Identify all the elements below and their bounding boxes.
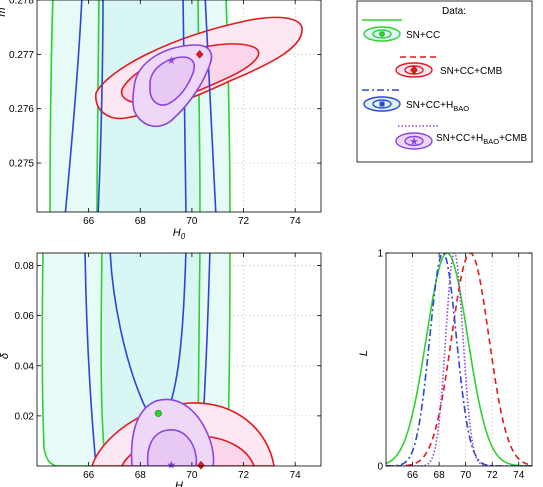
panel-h-delta-ticks: 66 68 70 72 74 0.02 0.04 0.06 0.08 (15, 253, 321, 481)
legend-sn-cc-label: SN+CC (406, 30, 440, 41)
panel-h-delta-xlabel: H (175, 480, 183, 487)
sn-cc-hbao-outer-left-contour (64, 0, 83, 212)
panel-likelihood-ytick-label-0: 0 (377, 462, 383, 473)
panel-h0-m-bestfit-star-1: ★ (166, 54, 176, 67)
panel-likelihood-ticks: 66 68 70 72 74 0 1 (377, 249, 532, 481)
legend-sn-cc-hbao-square-marker (379, 101, 385, 107)
panel-h-delta-ytick-label-2: 0.06 (15, 311, 35, 322)
panel-h-delta-ytick-label-3: 0.08 (15, 261, 35, 272)
sn-cc-outer-right-contour (225, 0, 231, 212)
panel-h-delta-ytick-label-1: 0.04 (15, 361, 35, 372)
panel-h0-m-ticks: 66 68 70 72 74 0.275 0.276 0.277 0.278 (9, 0, 321, 227)
panel-h0-m-xtick-label-1: 68 (135, 216, 147, 227)
panel-h-delta-markers: ★ (154, 409, 205, 472)
sn-cc-hbao-cmb-inner-contour (146, 429, 198, 466)
legend-title: Data: (442, 6, 466, 17)
panel-h0-m-ytick-label-3: 0.278 (9, 0, 34, 7)
panel-h-delta-xtick-label-3: 72 (238, 470, 250, 481)
panel-h0-m-xtick-label-3: 72 (238, 216, 250, 227)
panel-h0-m-frame (36, 0, 322, 213)
panel-h-delta-ylabel: δ (0, 352, 11, 359)
legend-sn-cc-cmb-diamond-marker (410, 65, 418, 75)
panel-likelihood-xtick-label-0: 66 (407, 470, 419, 481)
panel-h0-m-ytick-label-2: 0.277 (9, 50, 34, 61)
panel-h-delta: ★ 66 68 70 72 74 0.02 0.04 0.06 0.08 H δ (0, 252, 322, 487)
legend-sn-cc-hbao-label: SN+CC+HBAO (406, 100, 469, 113)
panel-h-delta-xtick-label-2: 70 (186, 470, 198, 481)
panel-h-delta-bestfit-star-2: ★ (166, 459, 176, 472)
panel-h0-m-xlabel: H0 (173, 227, 186, 241)
sn-cc-hbao-cmb-inner-contour (149, 56, 196, 106)
panel-h-delta-bestfit-diamond-1 (197, 460, 205, 470)
legend-item-sn-cc-hbao: SN+CC+HBAO (362, 89, 469, 113)
sn-cc-outer-left-contour (49, 0, 54, 212)
likelihood-curve-sn-cc-hbao (386, 253, 532, 466)
legend-sn-cc-hbao-cmb-label: SN+CC+HBAO+CMB (436, 133, 527, 146)
panel-h-delta-xtick-label-0: 66 (83, 470, 95, 481)
legend-sn-cc-hbao-cmb-star-marker: ★ (409, 135, 419, 148)
legend: Data: SN+CC SN+CC+CMB SN+CC+HBAO (356, 0, 533, 163)
legend-item-sn-cc-hbao-cmb: ★ SN+CC+HBAO+CMB (395, 125, 527, 150)
panel-likelihood-xtick-label-1: 68 (434, 470, 446, 481)
panel-h0-m-ylabel: m (0, 7, 8, 16)
panel-likelihood-xtick-label-3: 72 (487, 470, 499, 481)
panel-h-delta-xtick-label-4: 74 (290, 470, 302, 481)
likelihood-curve-sn-cc-cmb (386, 253, 532, 466)
sn-cc-hbao-outer-right-contour (204, 0, 217, 212)
panel-h0-m-xtick-label-0: 66 (83, 216, 95, 227)
panel-likelihood: 66 68 70 72 74 0 1 L (358, 249, 533, 481)
panel-h0-m-markers: ★ (166, 49, 204, 67)
panel-h0-m-ytick-label-1: 0.276 (9, 104, 34, 115)
panel-likelihood-curves (386, 253, 532, 466)
sn-cc-inner-right-contour (197, 0, 201, 212)
panel-h-delta-ytick-label-0: 0.02 (15, 411, 35, 422)
panel-h0-m-bestfit-diamond-0 (195, 49, 204, 59)
sn-cc-hbao-outer-left-contour (84, 253, 97, 466)
panel-h0-m-xtick-label-4: 74 (290, 216, 302, 227)
panel-h0-m: ★ 66 68 70 72 74 0.275 0.276 0.277 0.278 H0 m (0, 0, 322, 241)
legend-sn-cc-circle-marker (379, 31, 385, 37)
panel-likelihood-xtick-label-2: 70 (460, 470, 472, 481)
sn-cc-hbao-inner-left-contour (97, 0, 104, 212)
legend-item-sn-cc-cmb: SN+CC+CMB (395, 56, 503, 78)
panel-likelihood-ytick-label-1: 1 (377, 249, 383, 260)
legend-item-sn-cc: SN+CC (362, 19, 440, 42)
legend-sn-cc-hbao-cmb-inner-ring (404, 135, 424, 147)
legend-sn-cc-cmb-label: SN+CC+CMB (440, 66, 503, 77)
panel-likelihood-frame (385, 252, 533, 467)
panel-h-delta-frame (36, 252, 322, 467)
panel-h0-m-ytick-label-0: 0.275 (9, 159, 34, 170)
panel-likelihood-xtick-label-4: 74 (513, 470, 525, 481)
panel-h-delta-xtick-label-1: 68 (135, 470, 147, 481)
panel-h0-m-contours (49, 0, 303, 212)
panel-h-delta-contours (41, 253, 275, 466)
panel-likelihood-ylabel: L (358, 350, 370, 356)
panel-h0-m-xtick-label-2: 70 (186, 216, 198, 227)
panel-h-delta-bestfit-circle-0 (154, 409, 162, 417)
